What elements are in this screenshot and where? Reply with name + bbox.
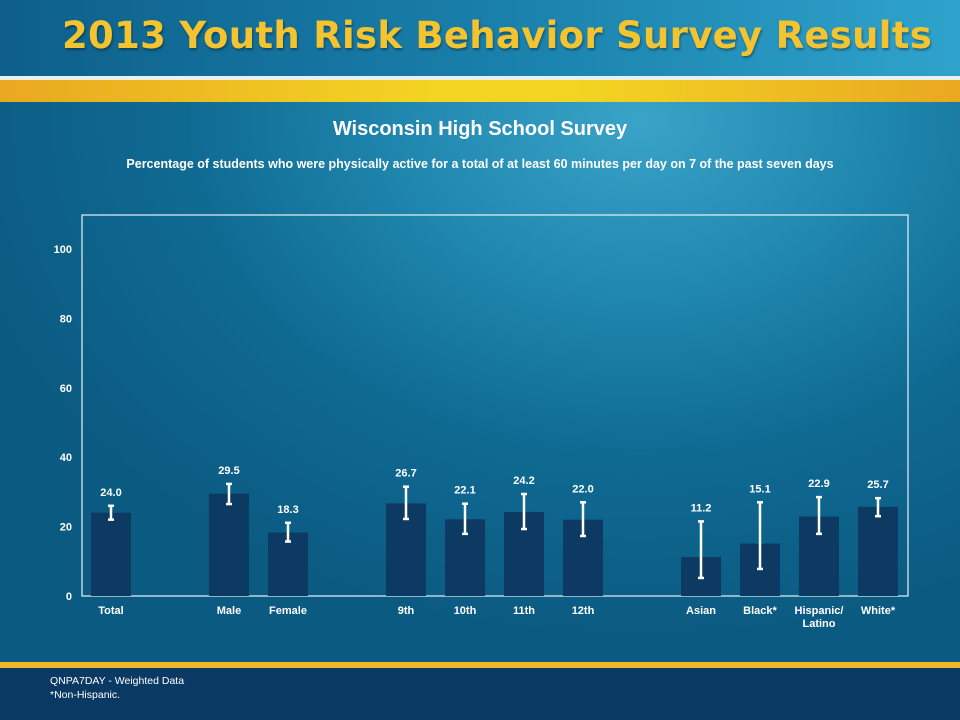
bar-white [858, 506, 898, 596]
bar-total [91, 512, 131, 596]
x-tick-label: Black* [743, 605, 777, 617]
y-tick-label: 20 [60, 522, 72, 534]
chart-subtitle: Percentage of students who were physical… [126, 157, 834, 171]
error-bar [226, 482, 232, 506]
error-bar [580, 501, 586, 538]
y-tick-label: 60 [60, 383, 72, 395]
footer-band [0, 668, 960, 720]
x-tick-label: Asian [686, 605, 716, 617]
data-label: 15.1 [749, 483, 770, 495]
x-tick-label: Hispanic/ [795, 605, 844, 617]
y-tick-label: 100 [54, 244, 72, 256]
data-label: 18.3 [277, 504, 298, 516]
bar-female [268, 532, 308, 596]
data-label: 26.7 [395, 468, 416, 480]
footnote-non-hispanic: *Non-Hispanic. [50, 689, 121, 701]
footer-accent-bar [0, 662, 960, 668]
error-bar [875, 496, 881, 518]
data-label: 24.2 [513, 475, 534, 487]
x-tick-label: Total [98, 605, 123, 617]
header-divider [0, 76, 960, 80]
y-tick-label: 80 [60, 313, 72, 325]
error-bar [403, 485, 409, 521]
chart-title: Wisconsin High School Survey [332, 118, 628, 140]
error-bar [698, 520, 704, 580]
page-title: 2013 Youth Risk Behavior Survey Results [62, 14, 933, 57]
error-bar [757, 501, 763, 571]
plot-area-frame [81, 214, 909, 597]
data-label: 11.2 [691, 502, 712, 514]
x-tick-label: Female [269, 605, 307, 617]
x-tick-label: 9th [398, 605, 415, 617]
data-label: 29.5 [218, 465, 239, 477]
data-label: 22.0 [572, 483, 593, 495]
x-tick-label: Latino [803, 618, 836, 630]
y-tick-label: 0 [66, 591, 72, 603]
x-tick-label: 12th [572, 605, 595, 617]
error-bar [108, 504, 114, 521]
header-accent-bar [0, 80, 960, 102]
data-label: 22.1 [454, 485, 475, 497]
x-tick-label: 10th [454, 605, 477, 617]
bar-male [209, 493, 249, 596]
data-label: 24.0 [100, 487, 121, 499]
error-bar [521, 492, 527, 531]
x-tick-label: 11th [513, 605, 535, 617]
error-bar [285, 521, 291, 543]
error-bar [462, 502, 468, 536]
data-label: 25.7 [867, 479, 888, 491]
x-tick-label: Male [217, 605, 241, 617]
x-tick-label: White* [861, 605, 896, 617]
data-label: 22.9 [808, 478, 829, 490]
error-bar [816, 495, 822, 536]
footnote-data-source: QNPA7DAY - Weighted Data [50, 675, 185, 687]
header-banner: 2013 Youth Risk Behavior Survey Results [0, 0, 960, 76]
y-tick-label: 40 [60, 452, 72, 464]
